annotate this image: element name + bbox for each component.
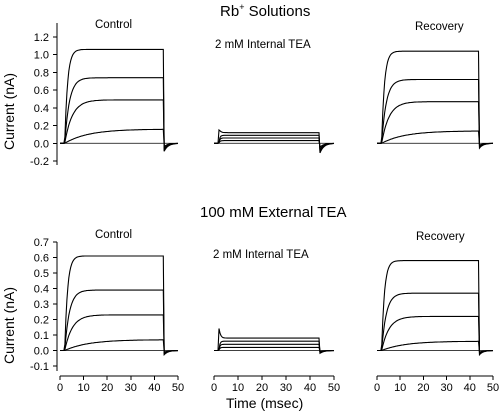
title-bottom-middle: 2 mM Internal TEA — [213, 249, 309, 261]
trace-bottom-right-3 — [377, 315, 493, 355]
traces — [60, 48, 494, 357]
title-bottom-left: Control — [95, 229, 132, 241]
ylabel-top: Current (nA) — [1, 73, 17, 150]
trace-bottom-right-4 — [377, 340, 494, 354]
xtick-label: 0 — [211, 382, 217, 394]
ytick-top-tick-label: -0.2 — [30, 156, 49, 168]
title-main: Rb — [220, 3, 239, 20]
ytick-bottom-tick-label: -0.1 — [30, 361, 49, 373]
trace-bottom-left-2 — [60, 289, 178, 356]
ytick-bottom-tick-label: 0.5 — [34, 268, 49, 280]
trace-top-left-1 — [60, 48, 179, 152]
xtick-label: 30 — [280, 382, 292, 394]
xtick-label: 50 — [487, 382, 499, 394]
trace-top-right-2 — [377, 78, 493, 149]
xtick-label: 50 — [328, 382, 340, 394]
trace-bottom-left-3 — [60, 314, 178, 354]
xticks-bottom: 0 10 20 30 40 50 0 10 20 30 40 50 0 10 20 30 40 50 — [57, 376, 499, 394]
title-top-middle: 2 mM Internal TEA — [215, 39, 311, 51]
xtick-label: 10 — [232, 382, 244, 394]
ylabel-bottom: Current (nA) — [1, 287, 17, 364]
title-rest: Solutions — [244, 3, 310, 20]
trace-top-right-3 — [377, 101, 493, 148]
ytick-bottom-tick-label: 0.6 — [34, 253, 49, 265]
xtick-label: 20 — [101, 382, 113, 394]
title-superscript: + — [239, 2, 244, 12]
trace-bottom-left-1 — [60, 255, 178, 357]
ytick-top-tick-label: 1.0 — [34, 50, 49, 62]
title-bottom-right: Recovery — [416, 231, 465, 243]
title-top-right: Recovery — [415, 21, 464, 33]
xtick-label: 20 — [256, 382, 268, 394]
ytick-bottom-tick-label: 0.4 — [34, 284, 49, 296]
trace-top-middle-4 — [214, 140, 334, 149]
xtick-label: 0 — [57, 382, 63, 394]
trace-top-right-1 — [377, 50, 493, 150]
ytick-top-tick-label: 0.8 — [34, 67, 49, 79]
ytick-bottom-tick-label: 0.1 — [34, 330, 49, 342]
ytick-top-tick-label: 0.0 — [34, 138, 49, 150]
xtick-label: 0 — [374, 382, 380, 394]
trace-top-right-4 — [377, 130, 494, 147]
xtick-label: 40 — [464, 382, 476, 394]
trace-top-left-2 — [60, 77, 178, 152]
trace-bottom-middle-2 — [214, 340, 334, 354]
ytick-top-tick-label: 0.6 — [34, 85, 49, 97]
trace-bottom-left-4 — [60, 339, 179, 353]
trace-bottom-middle-4 — [214, 346, 334, 353]
xtick-label: 40 — [304, 382, 316, 394]
ytick-top-tick-label: 1.2 — [34, 32, 49, 44]
yticks-bottom: 0.7 0.6 0.5 0.4 0.3 0.2 0.1 0.0 -0.1 — [30, 237, 57, 373]
ytick-top-tick-label: 0.2 — [34, 121, 49, 133]
trace-top-left-4 — [60, 128, 178, 148]
xtick-label: 50 — [172, 382, 184, 394]
ytick-bottom-tick-label: 0.0 — [34, 346, 49, 358]
trace-bottom-middle-1 — [214, 328, 334, 355]
yticks-top: 1.2 1.0 0.8 0.6 0.4 0.2 0.0 -0.2 — [30, 32, 57, 168]
trace-top-middle-1 — [214, 128, 335, 154]
figure-title: Rb+ Solutions — [220, 2, 310, 20]
xtick-label: 30 — [440, 382, 452, 394]
ytick-bottom-tick-label: 0.2 — [34, 315, 49, 327]
xlabel: Time (msec) — [226, 395, 303, 411]
xtick-label: 30 — [125, 382, 137, 394]
trace-top-middle-3 — [214, 137, 335, 151]
trace-top-left-3 — [60, 99, 178, 150]
xtick-label: 40 — [148, 382, 160, 394]
ytick-bottom-tick-label: 0.3 — [34, 299, 49, 311]
trace-top-middle-2 — [214, 134, 334, 153]
xtick-label: 10 — [77, 382, 89, 394]
trace-bottom-right-1 — [377, 260, 493, 357]
xtick-label: 20 — [417, 382, 429, 394]
xtick-label: 10 — [394, 382, 406, 394]
trace-bottom-right-2 — [377, 292, 493, 356]
mid-title: 100 mM External TEA — [200, 204, 346, 221]
trace-bottom-middle-3 — [214, 343, 335, 353]
ytick-bottom-tick-label: 0.7 — [34, 237, 49, 249]
ytick-top-tick-label: 0.4 — [34, 103, 49, 115]
title-top-left: Control — [95, 19, 132, 31]
